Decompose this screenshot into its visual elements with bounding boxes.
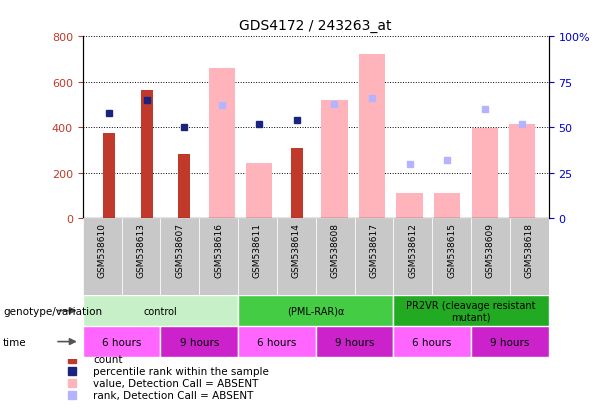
Text: 9 hours: 9 hours bbox=[335, 337, 374, 347]
Text: GSM538618: GSM538618 bbox=[525, 223, 534, 278]
Text: GSM538610: GSM538610 bbox=[97, 223, 107, 278]
Bar bbox=[509, 125, 536, 219]
Bar bbox=[121, 219, 161, 295]
Text: 6 hours: 6 hours bbox=[257, 337, 297, 347]
Bar bbox=[510, 219, 549, 295]
Bar bbox=[354, 219, 394, 295]
Title: GDS4172 / 243263_at: GDS4172 / 243263_at bbox=[240, 19, 392, 33]
Bar bbox=[321, 101, 348, 219]
Bar bbox=[291, 148, 303, 219]
Text: time: time bbox=[3, 337, 27, 347]
Text: GSM538608: GSM538608 bbox=[330, 223, 340, 278]
Bar bbox=[471, 129, 498, 219]
Bar bbox=[178, 154, 190, 219]
Bar bbox=[238, 295, 394, 326]
Text: rank, Detection Call = ABSENT: rank, Detection Call = ABSENT bbox=[93, 390, 253, 400]
Bar bbox=[471, 219, 510, 295]
Bar bbox=[161, 219, 199, 295]
Bar bbox=[199, 219, 238, 295]
Bar bbox=[471, 326, 549, 357]
Bar bbox=[432, 219, 471, 295]
Bar bbox=[394, 295, 549, 326]
Bar bbox=[161, 326, 238, 357]
Text: count: count bbox=[93, 354, 123, 364]
Text: GSM538611: GSM538611 bbox=[253, 223, 262, 278]
Text: GSM538612: GSM538612 bbox=[408, 223, 417, 278]
Bar bbox=[394, 219, 432, 295]
Text: (PML-RAR)α: (PML-RAR)α bbox=[287, 306, 345, 316]
Bar bbox=[83, 326, 161, 357]
Text: 9 hours: 9 hours bbox=[180, 337, 219, 347]
Text: control: control bbox=[143, 306, 177, 316]
Text: GSM538613: GSM538613 bbox=[137, 223, 145, 278]
Text: 6 hours: 6 hours bbox=[102, 337, 141, 347]
Bar bbox=[238, 219, 277, 295]
Bar bbox=[140, 90, 153, 219]
Text: GSM538609: GSM538609 bbox=[486, 223, 495, 278]
Text: genotype/variation: genotype/variation bbox=[3, 306, 102, 316]
Text: GSM538616: GSM538616 bbox=[214, 223, 223, 278]
Text: GSM538617: GSM538617 bbox=[370, 223, 378, 278]
Text: 6 hours: 6 hours bbox=[413, 337, 452, 347]
Bar bbox=[246, 163, 273, 219]
Text: GSM538615: GSM538615 bbox=[447, 223, 456, 278]
Text: 9 hours: 9 hours bbox=[490, 337, 530, 347]
Bar bbox=[316, 219, 354, 295]
Bar bbox=[277, 219, 316, 295]
Bar bbox=[397, 194, 423, 219]
Text: percentile rank within the sample: percentile rank within the sample bbox=[93, 366, 269, 376]
Bar bbox=[238, 326, 316, 357]
Bar bbox=[83, 219, 121, 295]
Text: PR2VR (cleavage resistant
mutant): PR2VR (cleavage resistant mutant) bbox=[406, 300, 536, 322]
Bar bbox=[83, 295, 238, 326]
Bar bbox=[103, 134, 115, 219]
Text: GSM538607: GSM538607 bbox=[175, 223, 185, 278]
Text: GSM538614: GSM538614 bbox=[292, 223, 301, 278]
Text: value, Detection Call = ABSENT: value, Detection Call = ABSENT bbox=[93, 378, 259, 388]
Bar bbox=[208, 69, 235, 219]
Bar bbox=[434, 194, 460, 219]
Bar bbox=[394, 326, 471, 357]
Bar bbox=[316, 326, 394, 357]
Bar bbox=[359, 55, 385, 219]
